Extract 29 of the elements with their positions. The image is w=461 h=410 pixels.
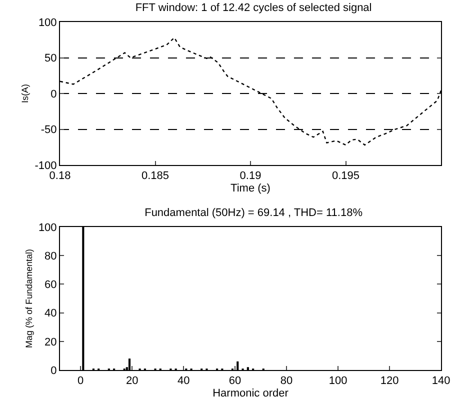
y-axis-title: Mag (% of Fundamental) [24, 248, 34, 348]
x-axis-title: Harmonic order [212, 387, 289, 400]
y-tick-label: 20 [44, 336, 57, 348]
x-axis-title: Time (s) [230, 182, 270, 194]
y-tick-label: -100 [34, 160, 57, 172]
y-tick-label: 0 [50, 88, 57, 100]
x-tick-label: 40 [177, 375, 190, 388]
x-tick-label: 0.19 [240, 170, 262, 182]
x-tick-label: 100 [328, 375, 348, 388]
x-tick-label: 120 [380, 375, 399, 388]
x-tick-label: 0 [78, 375, 84, 388]
x-tick-label: 0.195 [332, 170, 360, 182]
y-tick-label: 100 [38, 222, 57, 234]
x-tick-label: 0.185 [141, 170, 170, 182]
chart-title: FFT window: 1 of 12.42 cycles of selected signal [135, 2, 372, 14]
x-tick-label: 140 [432, 375, 450, 388]
x-tick-label: 20 [126, 375, 138, 388]
y-tick-label: 60 [44, 279, 57, 292]
x-tick-label: 0.18 [49, 170, 71, 182]
x-tick-label: 60 [228, 375, 242, 388]
y-tick-label: -50 [40, 124, 57, 136]
y-tick-label: 50 [44, 52, 57, 65]
y-tick-label: 40 [44, 308, 57, 320]
x-tick-label: 80 [280, 375, 293, 388]
chart-title: Fundamental (50Hz) = 69.14 , THD= 11.18% [144, 206, 363, 219]
y-tick-label: 100 [38, 16, 57, 29]
y-tick-label: 0 [50, 364, 57, 377]
y-tick-label: 80 [44, 250, 57, 262]
y-axis-title: Is(A) [20, 84, 30, 103]
